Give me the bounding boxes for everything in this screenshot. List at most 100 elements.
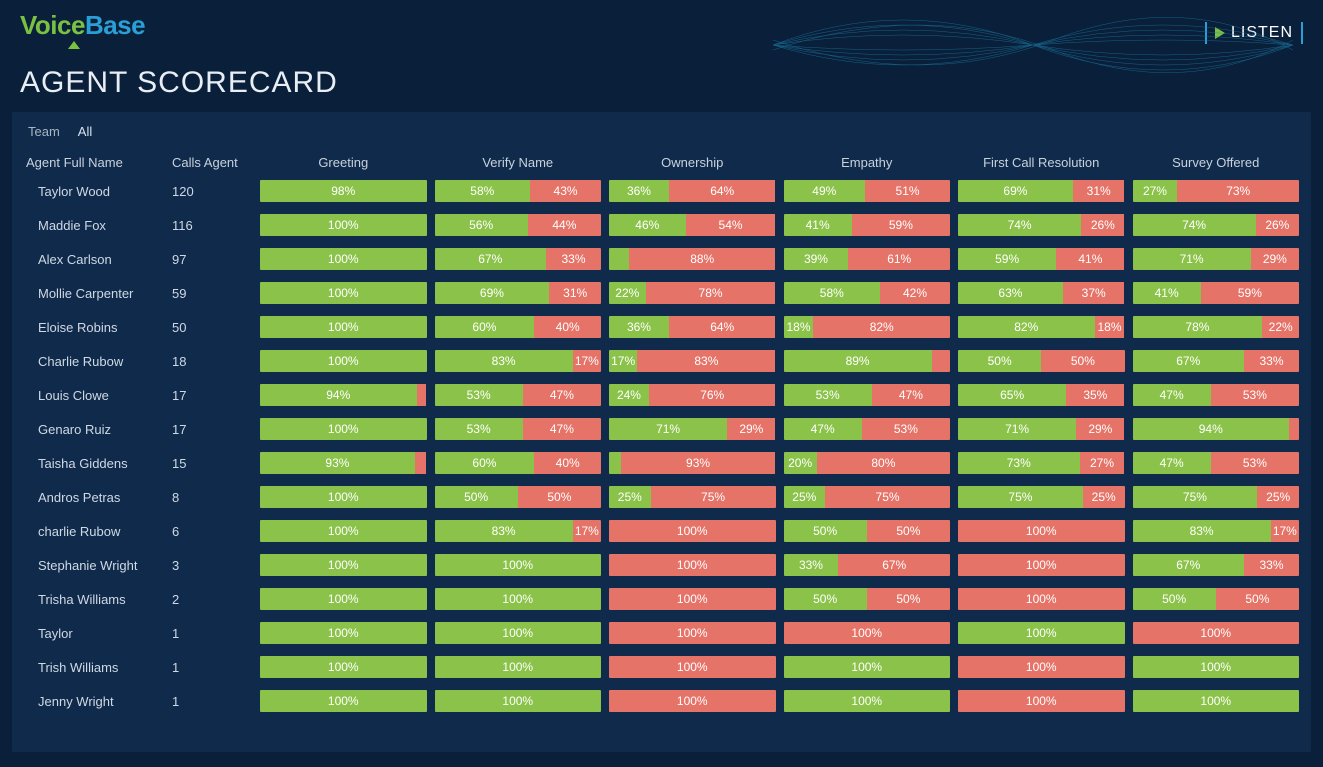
metric-bar[interactable]: 53%47%: [435, 418, 602, 440]
col-survey[interactable]: Survey Offered: [1133, 155, 1300, 170]
metric-bar[interactable]: 22%78%: [609, 282, 776, 304]
metric-bar[interactable]: 94%: [1133, 418, 1300, 440]
metric-bar[interactable]: 74%26%: [958, 214, 1125, 236]
metric-bar[interactable]: 83%17%: [435, 350, 602, 372]
metric-bar[interactable]: 100%: [435, 554, 602, 576]
metric-bar[interactable]: 46%54%: [609, 214, 776, 236]
metric-bar[interactable]: 100%: [260, 554, 427, 576]
col-fcr[interactable]: First Call Resolution: [958, 155, 1125, 170]
metric-bar[interactable]: 60%40%: [435, 316, 602, 338]
metric-bar[interactable]: 100%: [260, 690, 427, 712]
metric-bar[interactable]: 100%: [260, 656, 427, 678]
metric-bar[interactable]: 71%29%: [1133, 248, 1300, 270]
metric-bar[interactable]: 20%80%: [784, 452, 951, 474]
table-row[interactable]: Trisha Williams2100%100%100%50%50%100%50…: [24, 588, 1299, 610]
metric-bar[interactable]: 83%17%: [435, 520, 602, 542]
metric-bar[interactable]: 47%53%: [784, 418, 951, 440]
metric-bar[interactable]: 100%: [260, 418, 427, 440]
metric-bar[interactable]: 100%: [260, 248, 427, 270]
metric-bar[interactable]: 100%: [609, 690, 776, 712]
table-row[interactable]: Eloise Robins50100%60%40%36%64%18%82%82%…: [24, 316, 1299, 338]
metric-bar[interactable]: 100%: [435, 656, 602, 678]
metric-bar[interactable]: 100%: [260, 282, 427, 304]
metric-bar[interactable]: 89%: [784, 350, 951, 372]
metric-bar[interactable]: 69%31%: [435, 282, 602, 304]
col-empathy[interactable]: Empathy: [784, 155, 951, 170]
metric-bar[interactable]: 56%44%: [435, 214, 602, 236]
metric-bar[interactable]: 59%41%: [958, 248, 1125, 270]
metric-bar[interactable]: 17%83%: [609, 350, 776, 372]
metric-bar[interactable]: 82%18%: [958, 316, 1125, 338]
col-verify[interactable]: Verify Name: [435, 155, 602, 170]
metric-bar[interactable]: 49%51%: [784, 180, 951, 202]
metric-bar[interactable]: 33%67%: [784, 554, 951, 576]
metric-bar[interactable]: 71%29%: [958, 418, 1125, 440]
metric-bar[interactable]: 50%50%: [1133, 588, 1300, 610]
metric-bar[interactable]: 36%64%: [609, 316, 776, 338]
metric-bar[interactable]: 100%: [958, 656, 1125, 678]
metric-bar[interactable]: 75%25%: [958, 486, 1125, 508]
metric-bar[interactable]: 100%: [435, 690, 602, 712]
metric-bar[interactable]: 100%: [784, 622, 951, 644]
metric-bar[interactable]: 53%47%: [435, 384, 602, 406]
metric-bar[interactable]: 25%75%: [784, 486, 951, 508]
metric-bar[interactable]: 100%: [958, 520, 1125, 542]
table-row[interactable]: Alex Carlson97100%67%33%88%39%61%59%41%7…: [24, 248, 1299, 270]
table-row[interactable]: Taylor Wood12098%58%43%36%64%49%51%69%31…: [24, 180, 1299, 202]
metric-bar[interactable]: 18%82%: [784, 316, 951, 338]
metric-bar[interactable]: 98%: [260, 180, 427, 202]
col-calls[interactable]: Calls Agent: [172, 155, 252, 170]
metric-bar[interactable]: 50%50%: [958, 350, 1125, 372]
metric-bar[interactable]: 100%: [260, 588, 427, 610]
table-row[interactable]: Stephanie Wright3100%100%100%33%67%100%6…: [24, 554, 1299, 576]
metric-bar[interactable]: 100%: [958, 588, 1125, 610]
metric-bar[interactable]: 73%27%: [958, 452, 1125, 474]
metric-bar[interactable]: 100%: [958, 622, 1125, 644]
metric-bar[interactable]: 50%50%: [435, 486, 602, 508]
metric-bar[interactable]: 75%25%: [1133, 486, 1300, 508]
table-row[interactable]: Mollie Carpenter59100%69%31%22%78%58%42%…: [24, 282, 1299, 304]
metric-bar[interactable]: 100%: [260, 214, 427, 236]
table-row[interactable]: Taylor1100%100%100%100%100%100%: [24, 622, 1299, 644]
metric-bar[interactable]: 100%: [260, 350, 427, 372]
metric-bar[interactable]: 100%: [609, 622, 776, 644]
table-row[interactable]: Trish Williams1100%100%100%100%100%100%: [24, 656, 1299, 678]
metric-bar[interactable]: 100%: [435, 622, 602, 644]
metric-bar[interactable]: 27%73%: [1133, 180, 1300, 202]
col-ownership[interactable]: Ownership: [609, 155, 776, 170]
metric-bar[interactable]: 100%: [609, 520, 776, 542]
metric-bar[interactable]: 39%61%: [784, 248, 951, 270]
metric-bar[interactable]: 50%50%: [784, 588, 951, 610]
metric-bar[interactable]: 41%59%: [784, 214, 951, 236]
table-row[interactable]: Louis Clowe1794%53%47%24%76%53%47%65%35%…: [24, 384, 1299, 406]
metric-bar[interactable]: 53%47%: [784, 384, 951, 406]
metric-bar[interactable]: 47%53%: [1133, 384, 1300, 406]
metric-bar[interactable]: 50%50%: [784, 520, 951, 542]
metric-bar[interactable]: 41%59%: [1133, 282, 1300, 304]
metric-bar[interactable]: 100%: [1133, 690, 1300, 712]
metric-bar[interactable]: 100%: [609, 656, 776, 678]
metric-bar[interactable]: 65%35%: [958, 384, 1125, 406]
metric-bar[interactable]: 47%53%: [1133, 452, 1300, 474]
metric-bar[interactable]: 60%40%: [435, 452, 602, 474]
metric-bar[interactable]: 100%: [1133, 622, 1300, 644]
metric-bar[interactable]: 58%43%: [435, 180, 602, 202]
metric-bar[interactable]: 78%22%: [1133, 316, 1300, 338]
metric-bar[interactable]: 93%: [609, 452, 776, 474]
metric-bar[interactable]: 100%: [260, 622, 427, 644]
metric-bar[interactable]: 100%: [1133, 656, 1300, 678]
table-row[interactable]: charlie Rubow6100%83%17%100%50%50%100%83…: [24, 520, 1299, 542]
metric-bar[interactable]: 100%: [260, 520, 427, 542]
col-agent[interactable]: Agent Full Name: [24, 155, 164, 170]
metric-bar[interactable]: 36%64%: [609, 180, 776, 202]
table-row[interactable]: Maddie Fox116100%56%44%46%54%41%59%74%26…: [24, 214, 1299, 236]
table-row[interactable]: Charlie Rubow18100%83%17%17%83%89%50%50%…: [24, 350, 1299, 372]
metric-bar[interactable]: 100%: [260, 486, 427, 508]
metric-bar[interactable]: 100%: [260, 316, 427, 338]
metric-bar[interactable]: 100%: [784, 656, 951, 678]
listen-button[interactable]: LISTEN: [1205, 22, 1303, 44]
metric-bar[interactable]: 67%33%: [1133, 350, 1300, 372]
metric-bar[interactable]: 83%17%: [1133, 520, 1300, 542]
table-row[interactable]: Genaro Ruiz17100%53%47%71%29%47%53%71%29…: [24, 418, 1299, 440]
table-row[interactable]: Andros Petras8100%50%50%25%75%25%75%75%2…: [24, 486, 1299, 508]
